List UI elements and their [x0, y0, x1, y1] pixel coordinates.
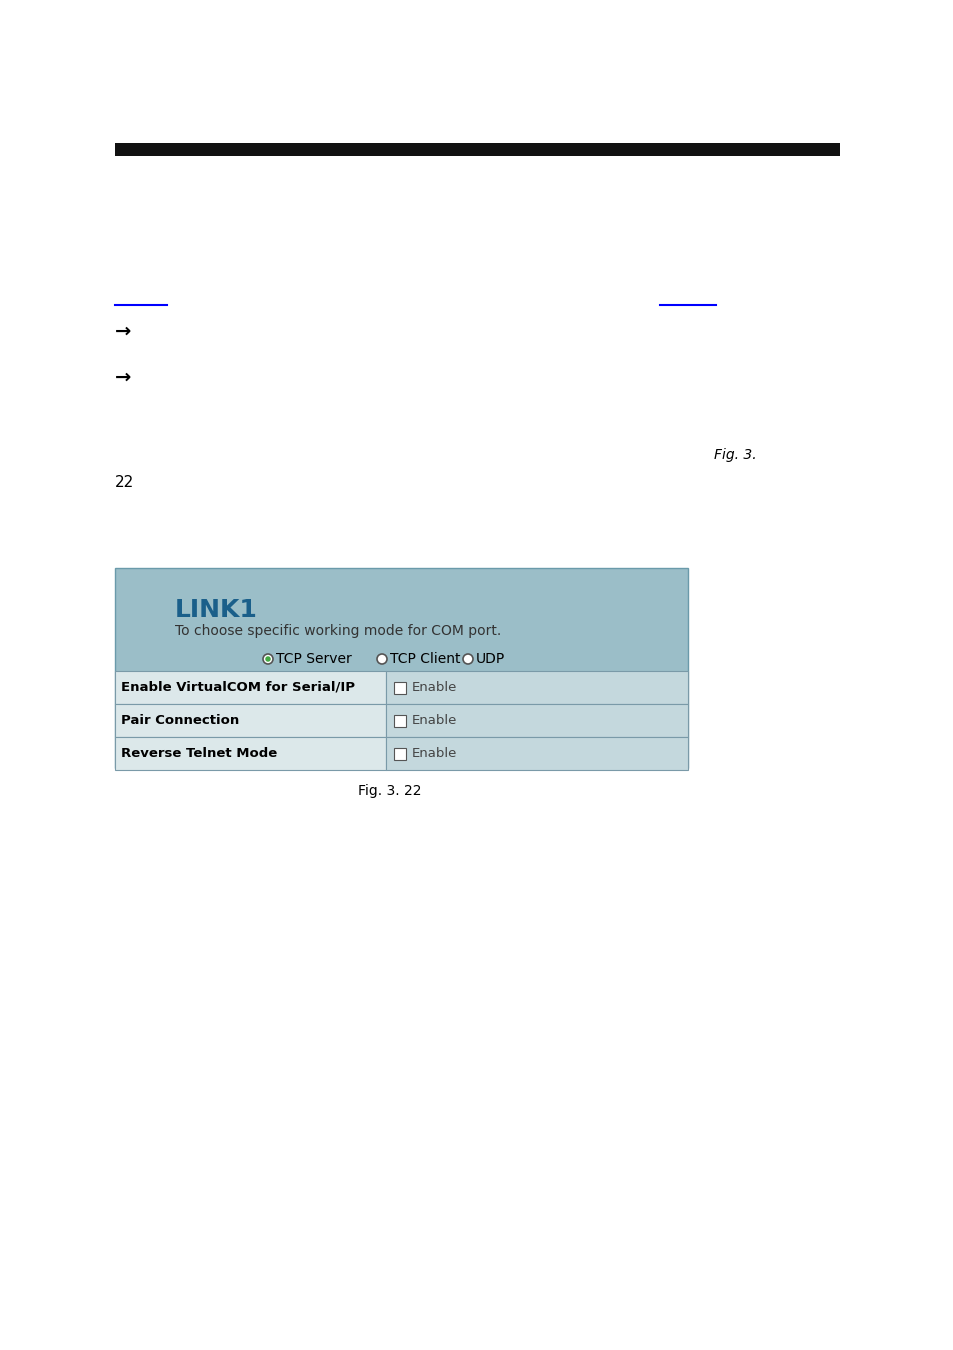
Circle shape	[265, 656, 271, 662]
Bar	[394, 748, 406, 760]
Circle shape	[462, 653, 473, 664]
Bar	[386, 703, 687, 737]
Text: →: →	[115, 369, 132, 387]
Text: Pair Connection: Pair Connection	[121, 714, 239, 728]
Text: Fig. 3.: Fig. 3.	[713, 448, 756, 462]
Text: UDP: UDP	[476, 652, 505, 666]
Circle shape	[263, 653, 273, 664]
Bar	[386, 737, 687, 769]
Bar	[394, 682, 406, 694]
Bar	[115, 143, 840, 157]
Text: Enable: Enable	[412, 747, 456, 760]
Bar	[115, 568, 687, 768]
Bar	[115, 671, 386, 703]
Bar	[394, 714, 406, 726]
Text: Enable: Enable	[412, 714, 456, 728]
Circle shape	[376, 653, 387, 664]
Text: →: →	[115, 323, 132, 342]
Text: 22: 22	[115, 475, 134, 490]
Text: TCP Client: TCP Client	[390, 652, 460, 666]
Text: Reverse Telnet Mode: Reverse Telnet Mode	[121, 747, 277, 760]
Text: To choose specific working mode for COM port.: To choose specific working mode for COM …	[174, 624, 500, 639]
Text: LINK1: LINK1	[174, 598, 257, 622]
Bar	[115, 703, 386, 737]
Bar	[386, 671, 687, 703]
Text: Enable: Enable	[412, 680, 456, 694]
Bar	[115, 737, 386, 769]
Text: Enable VirtualCOM for Serial/IP: Enable VirtualCOM for Serial/IP	[121, 680, 355, 694]
Text: Fig. 3. 22: Fig. 3. 22	[358, 784, 421, 798]
Text: TCP Server: TCP Server	[275, 652, 352, 666]
